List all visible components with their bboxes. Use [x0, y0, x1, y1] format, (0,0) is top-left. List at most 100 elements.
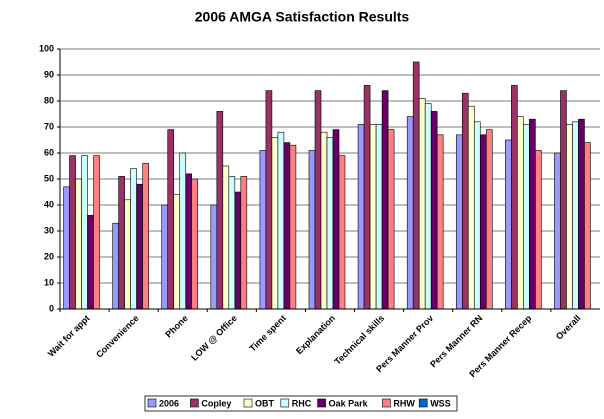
bar: [191, 178, 199, 310]
bar: [357, 124, 365, 310]
bar: [277, 131, 285, 310]
bar: [485, 129, 493, 310]
bar: [320, 131, 328, 310]
bar: [283, 142, 291, 310]
bar: [436, 134, 444, 310]
bar: [332, 129, 340, 310]
x-tick-label: Phone: [163, 313, 190, 340]
legend-swatch: [418, 398, 428, 408]
x-tick-label: Explanation: [294, 313, 337, 356]
y-tick-label: 50: [44, 173, 54, 183]
x-tick-label: Convenience: [94, 313, 141, 360]
bar: [216, 111, 224, 310]
bar: [63, 186, 70, 310]
bar: [161, 204, 169, 310]
y-tick-label: 90: [44, 69, 54, 79]
x-tick-label: LOW @ Office: [189, 313, 239, 363]
y-tick-label: 80: [44, 95, 54, 105]
bar: [517, 116, 524, 310]
bar: [529, 118, 536, 310]
bar: [75, 178, 82, 310]
bar: [572, 121, 579, 310]
bar: [381, 90, 389, 310]
bar: [375, 124, 383, 310]
y-tick-label: 20: [44, 251, 54, 261]
bar: [271, 137, 279, 310]
bar: [523, 124, 530, 310]
legend-label: WSS: [430, 398, 451, 408]
chart-title: 2006 AMGA Satisfaction Results: [195, 9, 410, 25]
bar: [338, 155, 346, 310]
bar: [412, 61, 420, 310]
bar: [81, 155, 88, 310]
bar: [387, 129, 395, 310]
y-tick-label: 60: [44, 147, 54, 157]
y-tick-label: 100: [39, 43, 54, 53]
legend-swatch: [280, 398, 290, 408]
x-tick-label: Wait for appt: [46, 313, 92, 359]
legend-label: RHW: [393, 398, 415, 408]
bar: [584, 142, 591, 310]
legend-swatch: [382, 398, 391, 408]
legend-label: OBT: [255, 398, 275, 408]
bar: [424, 103, 432, 310]
legend-label: Copley: [201, 398, 231, 408]
y-tick-label: 40: [44, 199, 54, 209]
bar: [142, 163, 149, 310]
bar: [578, 118, 585, 310]
bar: [130, 168, 137, 310]
y-tick-label: 10: [44, 277, 54, 287]
bar: [173, 194, 181, 310]
bar: [511, 85, 518, 310]
legend-label: 2006: [159, 398, 179, 408]
bar: [136, 183, 143, 310]
legend-swatch: [243, 398, 253, 408]
bar: [210, 204, 218, 310]
legend-swatch: [190, 398, 199, 408]
bar: [363, 85, 371, 310]
bar: [179, 152, 187, 310]
y-tick-label: 30: [44, 225, 54, 235]
bar: [430, 111, 438, 310]
bar: [234, 191, 242, 310]
bar: [265, 90, 273, 310]
bar: [118, 176, 125, 310]
bar: [93, 155, 100, 310]
bar: [259, 150, 267, 310]
y-tick-label: 0: [49, 303, 54, 313]
bar: [289, 144, 297, 310]
bar: [473, 121, 481, 310]
bar: [369, 124, 377, 310]
y-tick-label: 70: [44, 121, 54, 131]
legend-swatch: [317, 398, 326, 408]
bar: [461, 92, 469, 310]
bar: [167, 129, 175, 310]
bar: [124, 199, 131, 310]
legend-label: RHC: [292, 398, 312, 408]
bar: [505, 139, 512, 310]
bar: [185, 173, 193, 310]
legend-label: Oak Park: [329, 398, 369, 408]
bar: [326, 137, 334, 310]
bar: [240, 176, 248, 310]
bar: [560, 90, 567, 310]
bar: [554, 152, 561, 310]
bar: [418, 98, 426, 310]
bar: [455, 134, 463, 310]
bar: [308, 150, 316, 310]
bar: [69, 155, 76, 310]
legend-box: [144, 395, 458, 412]
bar: [222, 165, 230, 310]
bar: [228, 176, 236, 310]
bar: [479, 134, 487, 310]
bar: [406, 116, 414, 310]
x-tick-label: Technical skills: [333, 313, 387, 367]
bar: [535, 150, 542, 310]
bar: [566, 124, 573, 310]
x-tick-label: Overall: [554, 313, 583, 342]
x-tick-label: Time spent: [247, 313, 288, 354]
bar: [87, 215, 94, 310]
bar: [314, 90, 322, 310]
bar: [467, 105, 475, 310]
